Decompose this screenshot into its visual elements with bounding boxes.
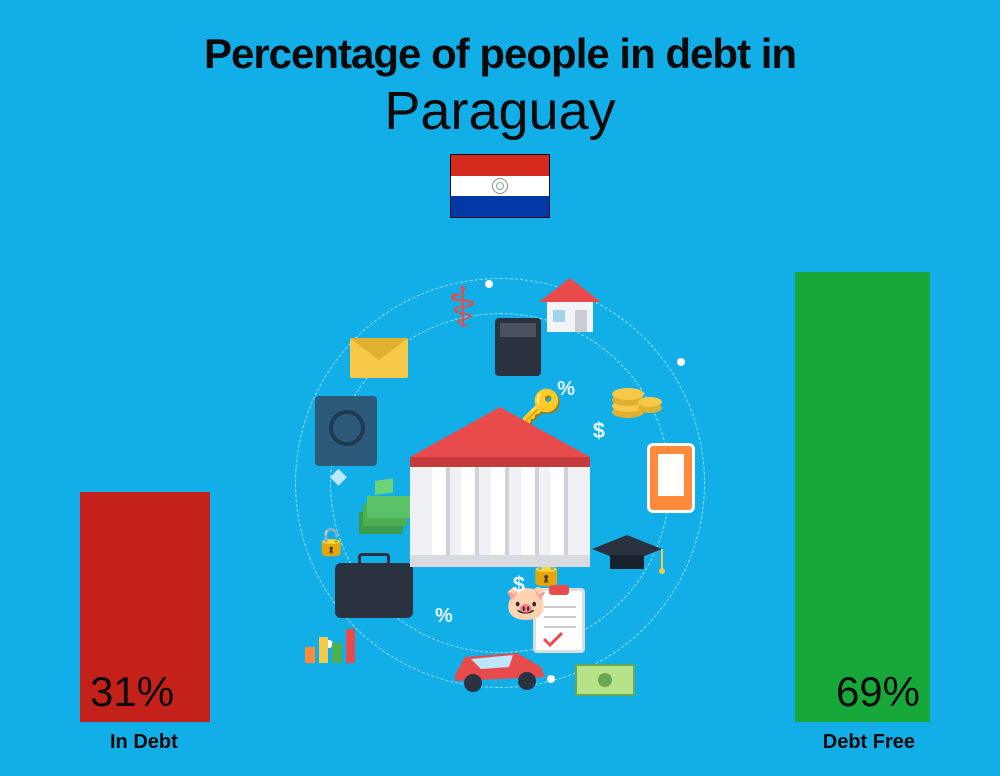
- graduation-cap-icon: [590, 533, 665, 578]
- money-bill-icon: [575, 664, 635, 696]
- bar-debt-free: 69%: [795, 272, 930, 722]
- finance-illustration: ⚕ ◆ 🔑: [275, 258, 725, 708]
- paraguay-flag-icon: [450, 154, 550, 218]
- title-line2: Paraguay: [0, 80, 1000, 142]
- padlock-icon: 🔓: [315, 527, 347, 558]
- car-icon: [445, 643, 555, 693]
- caduceus-icon: ⚕: [445, 268, 480, 348]
- briefcase-icon: [335, 563, 413, 618]
- bar-label-debt-free: Debt Free: [823, 731, 915, 754]
- piggy-bank-icon: 🐷: [505, 583, 547, 623]
- diamond-icon: ◆: [330, 463, 347, 489]
- bar-value-debt-free: 69%: [836, 668, 920, 716]
- bank-building-icon: [410, 407, 590, 577]
- title-line1: Percentage of people in debt in: [0, 30, 1000, 78]
- percent-icon: %: [557, 378, 575, 401]
- house-icon: [535, 276, 605, 336]
- bar-value-in-debt: 31%: [90, 668, 174, 716]
- coins-icon: [610, 368, 665, 423]
- dollar-icon: $: [593, 418, 605, 444]
- bar-in-debt: 31%: [80, 492, 210, 722]
- header: Percentage of people in debt in Paraguay: [0, 0, 1000, 218]
- percent-icon: %: [435, 605, 453, 628]
- safe-icon: [315, 396, 377, 466]
- phone-icon: [647, 443, 695, 513]
- bar-label-in-debt: In Debt: [110, 731, 178, 754]
- mini-barchart-icon: [305, 623, 355, 663]
- envelope-icon: [350, 338, 408, 378]
- cash-stack-icon: [353, 478, 415, 540]
